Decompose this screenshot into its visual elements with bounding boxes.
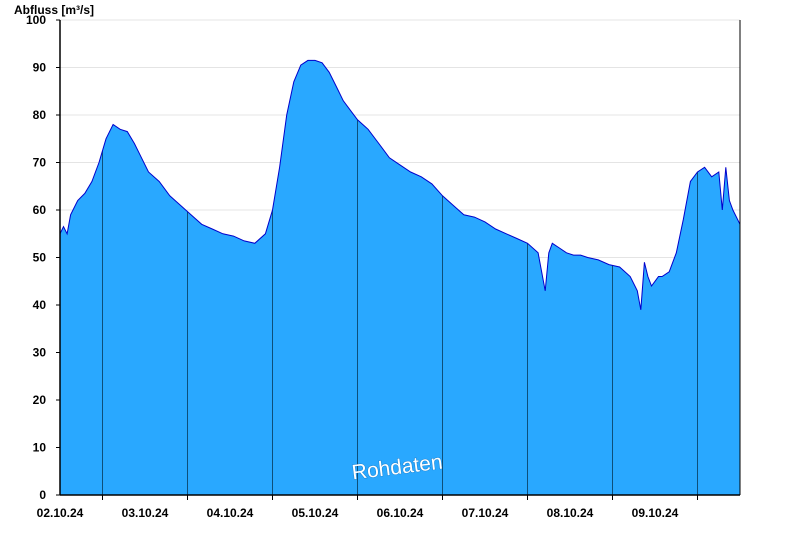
y-tick-label-90: 90 <box>33 61 47 75</box>
y-tick-label-100: 100 <box>26 13 46 27</box>
y-tick-label-40: 40 <box>33 298 47 312</box>
y-tick-label-60: 60 <box>33 203 47 217</box>
y-tick-label-10: 10 <box>33 441 47 455</box>
discharge-line <box>59 59 741 310</box>
day-divider-lines <box>102 119 698 495</box>
y-axis-label: Abfluss [m³/s] <box>14 3 94 17</box>
y-tick-label-80: 80 <box>33 108 47 122</box>
y-tick-label-20: 20 <box>33 393 47 407</box>
x-tick-label-4: 06.10.24 <box>377 506 424 520</box>
x-tick-label-7: 09.10.24 <box>632 506 679 520</box>
x-tick-label-5: 07.10.24 <box>462 506 509 520</box>
x-tick-label-0: 02.10.24 <box>37 506 84 520</box>
y-tick-label-30: 30 <box>33 346 47 360</box>
y-tick-label-0: 0 <box>39 488 46 502</box>
x-tick-label-2: 04.10.24 <box>207 506 254 520</box>
x-ticks: 02.10.24 03.10.24 04.10.24 05.10.24 06.10.24… <box>37 495 698 520</box>
y-tick-label-50: 50 <box>33 251 47 265</box>
x-tick-label-1: 03.10.24 <box>122 506 169 520</box>
y-tick-label-70: 70 <box>33 156 47 170</box>
discharge-area <box>60 60 740 496</box>
x-tick-label-3: 05.10.24 <box>292 506 339 520</box>
y-ticks: 0 10 20 30 40 50 60 70 80 90 100 <box>26 13 60 502</box>
x-tick-label-6: 08.10.24 <box>547 506 594 520</box>
